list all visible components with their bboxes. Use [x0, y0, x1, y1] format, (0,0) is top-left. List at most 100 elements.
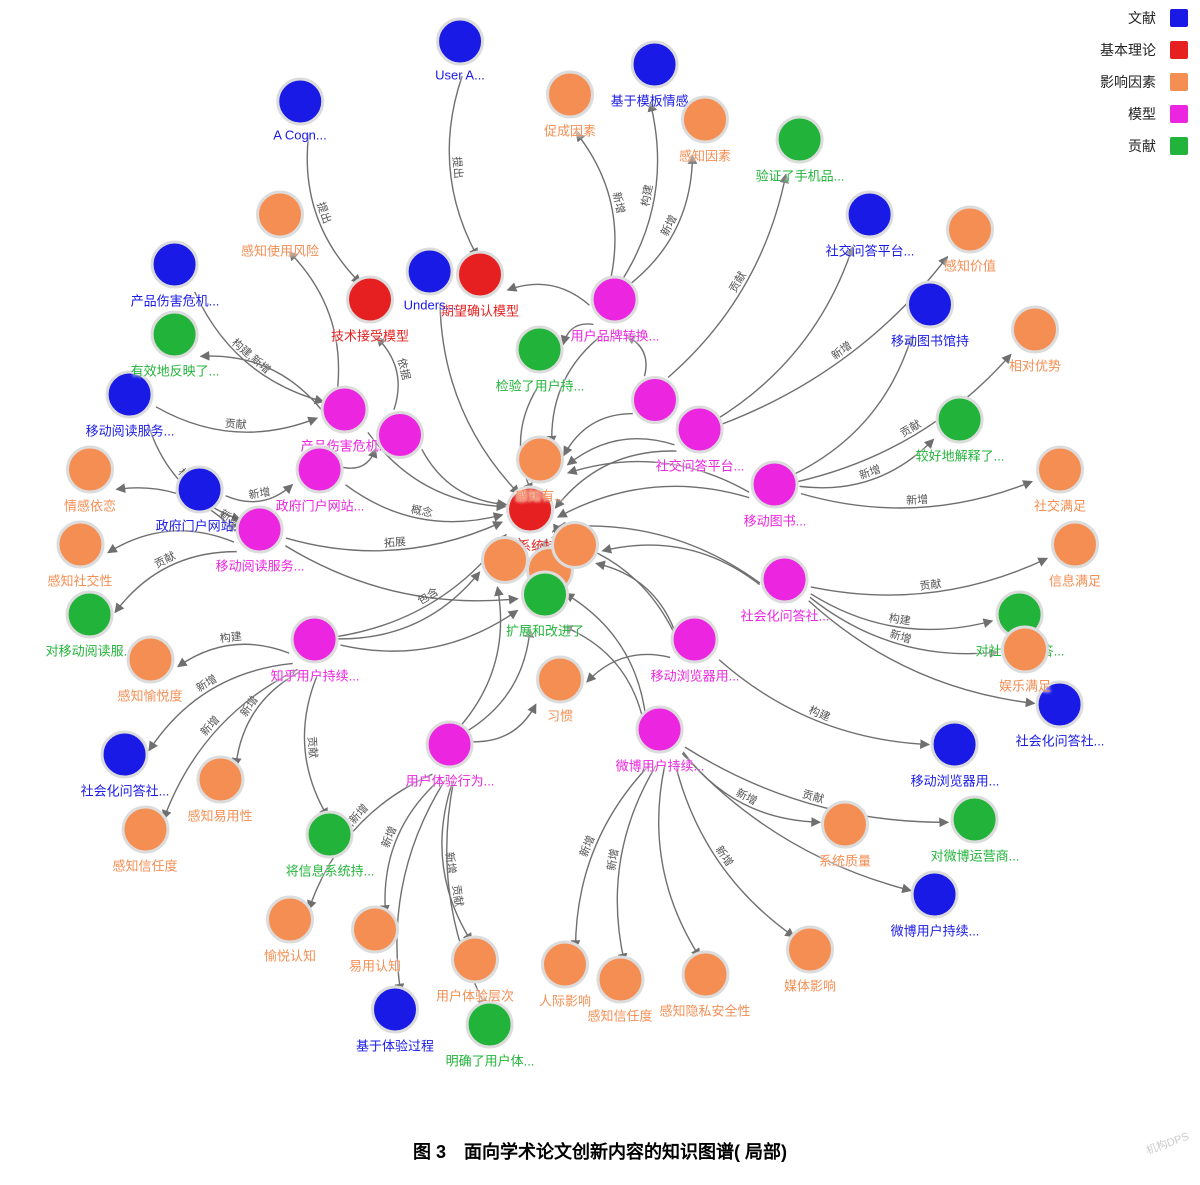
edge	[602, 545, 759, 584]
graph-node[interactable]: 移动图书...	[744, 461, 807, 530]
graph-node[interactable]: 系统质量	[819, 801, 871, 870]
edge	[449, 76, 477, 257]
node-circle	[681, 951, 729, 999]
graph-node[interactable]	[376, 411, 424, 459]
legend-item[interactable]: 贡献	[1100, 136, 1188, 156]
graph-node[interactable]: 移动阅读服务...	[216, 506, 305, 575]
graph-node[interactable]: 愉悦认知	[264, 896, 316, 965]
node-circle	[516, 326, 564, 374]
node-circle	[546, 71, 594, 119]
graph-node[interactable]: 社会化问答社...	[81, 731, 170, 800]
node-label: 愉悦认知	[264, 946, 316, 965]
node-label: 有效地反映了...	[131, 361, 220, 380]
legend-swatch	[1170, 73, 1188, 91]
graph-node[interactable]: 微博用户持续...	[891, 871, 980, 940]
node-circle	[906, 281, 954, 329]
node-circle	[456, 251, 504, 299]
graph-node[interactable]: 感知易用性	[187, 756, 252, 825]
graph-node[interactable]: Unders...	[404, 248, 457, 313]
graph-node[interactable]: 将信息系统持...	[286, 811, 375, 880]
graph-node[interactable]: 易用认知	[349, 906, 401, 975]
graph-node[interactable]: 扩展和改进了	[506, 571, 584, 640]
graph-node[interactable]: 社交问答平台...	[826, 191, 915, 260]
graph-node[interactable]: A Cogn...	[273, 78, 326, 143]
edge	[659, 766, 700, 958]
graph-node[interactable]	[631, 376, 679, 424]
graph-node[interactable]: 感知信任度	[112, 806, 177, 875]
edge	[619, 103, 657, 285]
graph-node[interactable]: 感知有...	[515, 436, 565, 505]
node-label: 技术接受模型	[331, 326, 409, 345]
graph-node[interactable]: 产品伤害危机...	[131, 241, 220, 310]
node-label: 媒体影响	[784, 976, 836, 995]
graph-node[interactable]: 促成因素	[544, 71, 596, 140]
graph-node[interactable]: 社交满足	[1034, 446, 1086, 515]
graph-node[interactable]: 移动浏览器用...	[651, 616, 740, 685]
graph-node[interactable]: 感知社交性	[47, 521, 112, 590]
graph-node[interactable]: 技术接受模型	[331, 276, 409, 345]
node-circle	[676, 406, 724, 454]
legend-item[interactable]: 基本理论	[1100, 40, 1188, 60]
edge	[286, 522, 502, 551]
node-circle	[321, 386, 369, 434]
node-circle	[681, 96, 729, 144]
graph-node[interactable]: 移动浏览器用...	[911, 721, 1000, 790]
graph-node[interactable]: 习惯	[536, 656, 584, 725]
graph-node[interactable]: 微博用户持续...	[616, 706, 705, 775]
graph-node[interactable]: 验证了手机品...	[756, 116, 845, 185]
node-label: 扩展和改进了	[506, 621, 584, 640]
graph-node[interactable]: 感知因素	[679, 96, 731, 165]
legend-item[interactable]: 影响因素	[1100, 72, 1188, 92]
graph-node[interactable]: 感知隐私安全性	[659, 951, 750, 1020]
node-label: 感知使用风险	[241, 241, 319, 260]
edge	[682, 753, 911, 890]
graph-node[interactable]: 政府门户网站...	[276, 446, 365, 515]
edge-label: 新增	[713, 843, 737, 869]
graph-node[interactable]: User A...	[435, 18, 485, 83]
legend-label: 文献	[1128, 8, 1156, 28]
graph-node[interactable]: 有效地反映了...	[131, 311, 220, 380]
node-circle	[256, 191, 304, 239]
graph-node[interactable]: 相对优势	[1009, 306, 1061, 375]
graph-node[interactable]: 感知愉悦度	[117, 636, 182, 705]
node-label: 娱乐满足	[999, 676, 1051, 695]
legend-item[interactable]: 文献	[1100, 8, 1188, 28]
graph-node[interactable]: 娱乐满足	[999, 626, 1051, 695]
node-label: 感知价值	[944, 256, 996, 275]
node-label: 较好地解释了...	[916, 446, 1005, 465]
legend-swatch	[1170, 9, 1188, 27]
graph-node[interactable]: 移动图书馆持	[891, 281, 969, 350]
graph-node[interactable]: 情感依恋	[64, 446, 116, 515]
graph-node[interactable]: 检验了用户持...	[496, 326, 585, 395]
graph-node[interactable]: 信息满足	[1049, 521, 1101, 590]
graph-node[interactable]: 社会化问答社...	[741, 556, 830, 625]
graph-node[interactable]: 基于体验过程	[356, 986, 434, 1055]
node-circle	[931, 721, 979, 769]
graph-node[interactable]: 感知价值	[944, 206, 996, 275]
edge	[801, 481, 1032, 508]
edge	[617, 766, 656, 963]
graph-node[interactable]: 用户体验层次	[436, 936, 514, 1005]
node-label: 移动阅读服务...	[216, 556, 305, 575]
edge-label: 新增	[610, 190, 628, 214]
graph-node[interactable]: 媒体影响	[784, 926, 836, 995]
edge-label: 新增	[576, 833, 597, 859]
graph-node[interactable]: 知乎用户持续...	[271, 616, 360, 685]
edge	[719, 660, 929, 745]
graph-node[interactable]: 人际影响	[539, 941, 591, 1010]
edge-label: 新增	[378, 824, 399, 850]
graph-node[interactable]: 较好地解释了...	[916, 396, 1005, 465]
graph-node[interactable]: 明确了用户体...	[446, 1001, 535, 1070]
node-label: Unders...	[404, 298, 457, 313]
edge-label: 提出	[450, 156, 466, 179]
graph-node[interactable]: 感知信任度	[587, 956, 652, 1025]
graph-node[interactable]: 感知使用风险	[241, 191, 319, 260]
node-label: 微博用户持续...	[616, 756, 705, 775]
node-circle	[591, 276, 639, 324]
graph-node[interactable]	[551, 521, 599, 569]
graph-node[interactable]: 移动阅读服务...	[86, 371, 175, 440]
legend-item[interactable]: 模型	[1100, 104, 1188, 124]
node-label: 社交满足	[1034, 496, 1086, 515]
graph-node[interactable]: 用户体验行为...	[406, 721, 495, 790]
graph-node[interactable]: 对微博运营商...	[931, 796, 1020, 865]
